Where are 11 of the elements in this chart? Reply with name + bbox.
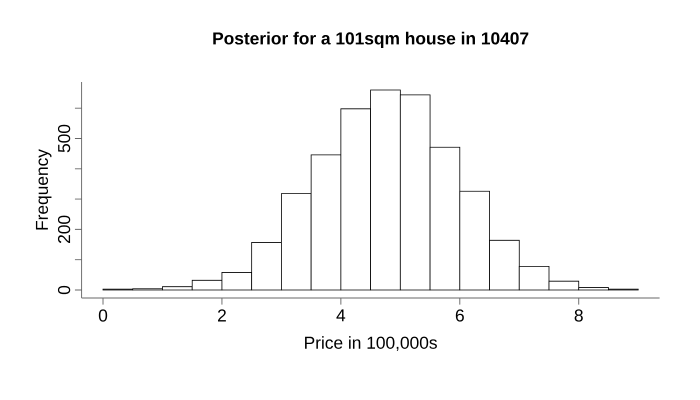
y-axis-title: Frequency xyxy=(36,149,52,230)
y-tick-label: 0 xyxy=(58,286,70,294)
x-tick-label: 4 xyxy=(336,309,346,322)
y-tick-label: 500 xyxy=(58,124,70,152)
x-tick-label: 0 xyxy=(98,309,108,322)
x-tick-label: 2 xyxy=(218,309,226,322)
chart-title: Posterior for a 101sqm house in 10407 xyxy=(213,32,528,48)
x-tick-label: 8 xyxy=(574,309,583,322)
y-tick-label: 200 xyxy=(58,216,70,243)
x-tick-label: 6 xyxy=(456,309,464,322)
x-axis-title: Price in 100,000s xyxy=(305,336,437,351)
